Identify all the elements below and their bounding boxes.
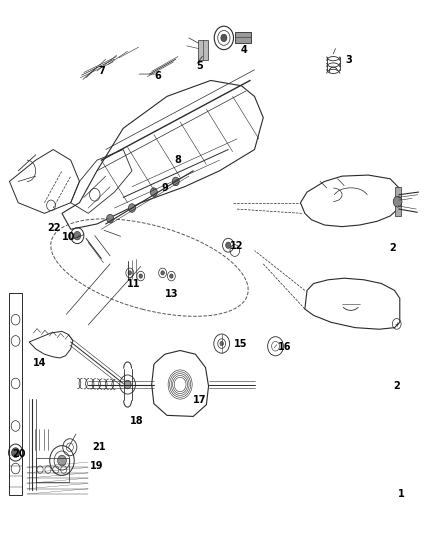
Circle shape bbox=[392, 196, 401, 207]
Text: 1: 1 bbox=[397, 489, 403, 499]
Circle shape bbox=[160, 271, 164, 275]
Bar bbox=[394, 187, 400, 216]
Circle shape bbox=[124, 380, 131, 389]
Text: 15: 15 bbox=[233, 338, 247, 349]
Circle shape bbox=[219, 342, 223, 346]
Text: 10: 10 bbox=[62, 232, 75, 243]
Text: 6: 6 bbox=[155, 71, 161, 81]
Text: 12: 12 bbox=[230, 241, 243, 251]
Text: 19: 19 bbox=[90, 461, 103, 471]
Bar bbox=[35, 458, 68, 482]
Text: 17: 17 bbox=[193, 395, 206, 406]
Bar bbox=[10, 293, 21, 495]
Text: 22: 22 bbox=[47, 223, 61, 233]
Circle shape bbox=[225, 242, 230, 248]
Text: 3: 3 bbox=[344, 55, 351, 65]
Text: 14: 14 bbox=[32, 358, 46, 368]
Bar bbox=[198, 40, 208, 60]
Text: 4: 4 bbox=[240, 45, 247, 54]
Text: 11: 11 bbox=[127, 279, 141, 288]
Text: 20: 20 bbox=[12, 449, 26, 458]
Circle shape bbox=[150, 188, 157, 196]
Circle shape bbox=[12, 448, 19, 457]
Text: 5: 5 bbox=[196, 61, 203, 70]
Text: 7: 7 bbox=[98, 66, 105, 76]
Bar bbox=[234, 31, 251, 43]
Circle shape bbox=[57, 455, 66, 466]
Text: 9: 9 bbox=[161, 183, 168, 193]
Circle shape bbox=[128, 204, 135, 212]
Circle shape bbox=[172, 177, 179, 185]
Text: 13: 13 bbox=[164, 289, 178, 299]
Text: 2: 2 bbox=[388, 243, 395, 253]
Circle shape bbox=[169, 274, 173, 278]
Text: 2: 2 bbox=[392, 381, 399, 391]
Circle shape bbox=[74, 231, 81, 240]
Circle shape bbox=[106, 214, 113, 223]
Text: 18: 18 bbox=[129, 416, 143, 426]
Circle shape bbox=[139, 274, 142, 278]
Text: 8: 8 bbox=[174, 155, 181, 165]
Circle shape bbox=[220, 34, 226, 42]
Text: 21: 21 bbox=[92, 442, 106, 452]
Text: 16: 16 bbox=[278, 342, 291, 352]
Circle shape bbox=[128, 271, 131, 275]
